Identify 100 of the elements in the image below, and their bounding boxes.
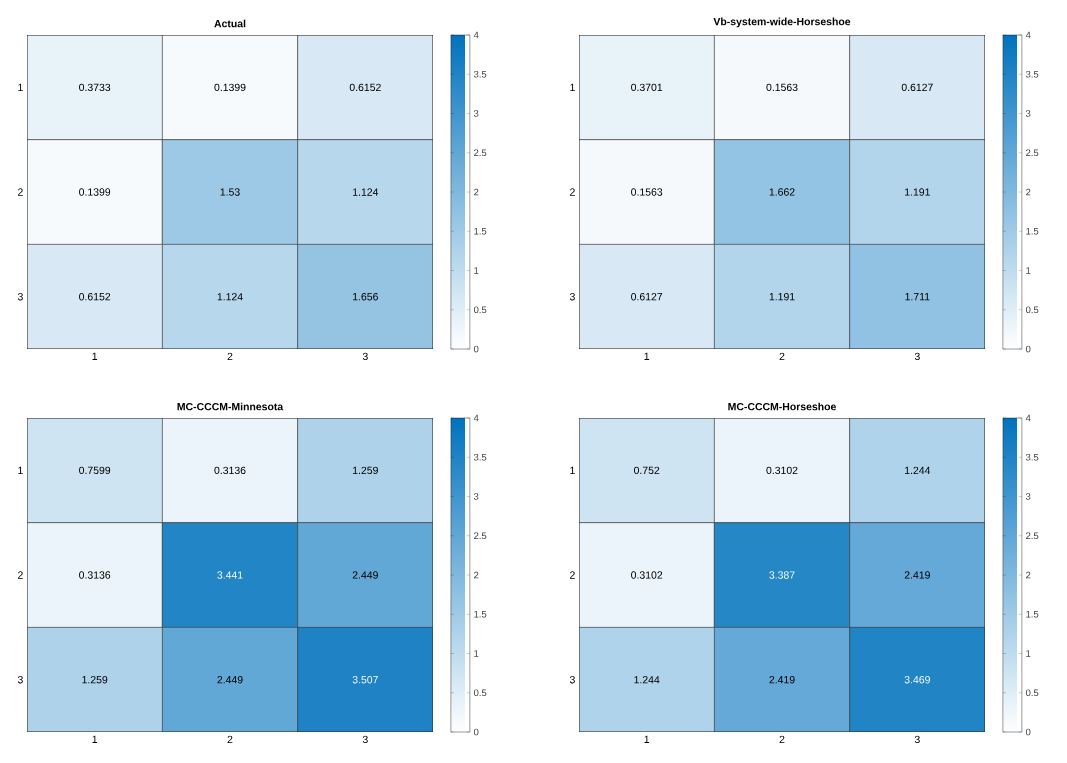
color-bar-label: 4 [473, 414, 479, 422]
data-label: 3.441 [217, 571, 243, 579]
x-tick-label: 2 [779, 735, 785, 743]
color-bar-label: 1.5 [474, 227, 487, 235]
color-bar-label: 3 [473, 110, 479, 117]
data-label: 0.752 [633, 466, 660, 475]
color-bar-label: 3 [1025, 110, 1031, 117]
data-label: 0.6127 [901, 83, 933, 92]
color-bar-label: 0.5 [473, 689, 487, 697]
chart-title: Vb-system-wide-Horseshoe [713, 17, 851, 28]
color-bar-label: 2 [1026, 188, 1031, 196]
data-label: 0.3102 [766, 466, 798, 475]
data-label: 2.419 [904, 571, 930, 579]
color-bar-label: 4 [1025, 31, 1031, 39]
color-bar-label: 2 [474, 188, 479, 196]
color-bar-label: 0 [1025, 728, 1031, 736]
color-bar-label: 1 [474, 650, 479, 657]
data-label: 1.244 [905, 466, 931, 474]
color-bar-label: 2.5 [474, 532, 487, 540]
data-label: 0.1399 [79, 188, 111, 196]
chart-title: MC-CCCM-Horseshoe [728, 402, 836, 411]
color-bar-label: 3.5 [1025, 70, 1039, 78]
data-label: 1.191 [905, 188, 930, 196]
data-label: 1.244 [634, 676, 660, 684]
color-bar-label: 0 [473, 345, 479, 353]
color-bar-label: 0.5 [473, 306, 487, 314]
y-tick-label: 1 [18, 466, 23, 474]
data-label: 0.6152 [349, 83, 381, 92]
data-label: 2.449 [217, 675, 243, 684]
color-bar-label: 4 [473, 31, 479, 39]
color-bar-label: 3 [473, 493, 479, 500]
y-tick-label: 1 [570, 466, 575, 474]
x-tick-label: 2 [779, 352, 785, 360]
color-bar-label: 2 [474, 571, 479, 579]
color-bar-label: 3 [1025, 493, 1031, 500]
chart-title: MC-CCCM-Minnesota [177, 402, 284, 411]
x-tick-label: 1 [644, 352, 650, 360]
color-bar-label: 0 [473, 728, 479, 736]
color-bar-label: 0 [1025, 345, 1031, 353]
data-label: 0.1399 [214, 83, 246, 92]
x-tick-label: 3 [914, 352, 920, 361]
x-tick-label: 1 [644, 735, 650, 743]
y-tick-label: 2 [570, 571, 575, 579]
data-label: 0.3733 [79, 83, 111, 92]
color-bar-label: 1.5 [1026, 227, 1039, 235]
data-label: 3.387 [769, 571, 795, 579]
color-bar-label: 2 [1026, 571, 1031, 579]
data-label: 0.3136 [214, 466, 246, 475]
data-label: 0.1563 [631, 188, 663, 196]
data-label: 2.449 [352, 571, 378, 579]
data-label: 0.3701 [631, 83, 663, 92]
data-label: 0.3136 [79, 571, 111, 579]
data-label: 0.7599 [79, 466, 111, 475]
data-label: 3.507 [352, 675, 378, 684]
data-label: 0.6127 [631, 292, 663, 301]
color-bar-label: 2.5 [1026, 532, 1039, 540]
y-tick-label: 3 [17, 292, 23, 301]
data-label: 0.1563 [766, 83, 798, 92]
y-tick-label: 3 [569, 292, 575, 301]
data-label: 1.53 [220, 188, 240, 196]
x-tick-label: 2 [227, 352, 233, 360]
data-label: 1.124 [353, 188, 379, 196]
x-tick-label: 3 [914, 735, 920, 744]
color-bar-label: 0.5 [1025, 306, 1039, 314]
color-bar-label: 4 [1025, 414, 1031, 422]
y-tick-label: 1 [18, 83, 23, 91]
x-tick-label: 3 [362, 735, 368, 744]
y-tick-label: 3 [17, 675, 23, 684]
data-label: 1.656 [353, 292, 378, 301]
color-bar-label: 2.5 [474, 149, 487, 157]
data-label: 1.191 [769, 292, 795, 301]
y-tick-label: 3 [569, 675, 575, 684]
color-bar-label: 2.5 [1026, 149, 1039, 157]
color-bar-label: 1 [474, 267, 479, 274]
color-bar-label: 3.5 [473, 453, 487, 461]
data-label: 1.259 [353, 466, 378, 475]
data-label: 3.469 [904, 675, 930, 684]
data-label: 1.259 [82, 675, 108, 684]
x-tick-label: 1 [92, 735, 98, 743]
x-tick-label: 1 [92, 352, 98, 360]
data-label: 1.711 [905, 293, 930, 301]
data-label: 0.3102 [631, 571, 663, 579]
y-tick-label: 2 [570, 188, 575, 196]
data-label: 2.419 [769, 675, 795, 684]
y-tick-label: 2 [18, 571, 23, 579]
color-bar-label: 3.5 [1025, 453, 1039, 461]
color-bar-label: 0.5 [1025, 689, 1039, 697]
data-label: 0.6152 [79, 292, 111, 301]
color-bar-label: 1.5 [1026, 610, 1039, 618]
data-label: 1.124 [217, 293, 243, 301]
y-tick-label: 2 [18, 188, 23, 196]
color-bar-label: 1 [1026, 650, 1031, 657]
y-tick-label: 1 [570, 83, 575, 91]
color-bar-label: 1 [1026, 267, 1031, 274]
color-bar-label: 1.5 [474, 610, 487, 618]
data-label: 1.662 [769, 188, 795, 196]
x-tick-label: 3 [362, 352, 368, 361]
chart-title: Actual [214, 19, 246, 28]
x-tick-label: 2 [227, 735, 233, 743]
color-bar-label: 3.5 [473, 70, 487, 78]
